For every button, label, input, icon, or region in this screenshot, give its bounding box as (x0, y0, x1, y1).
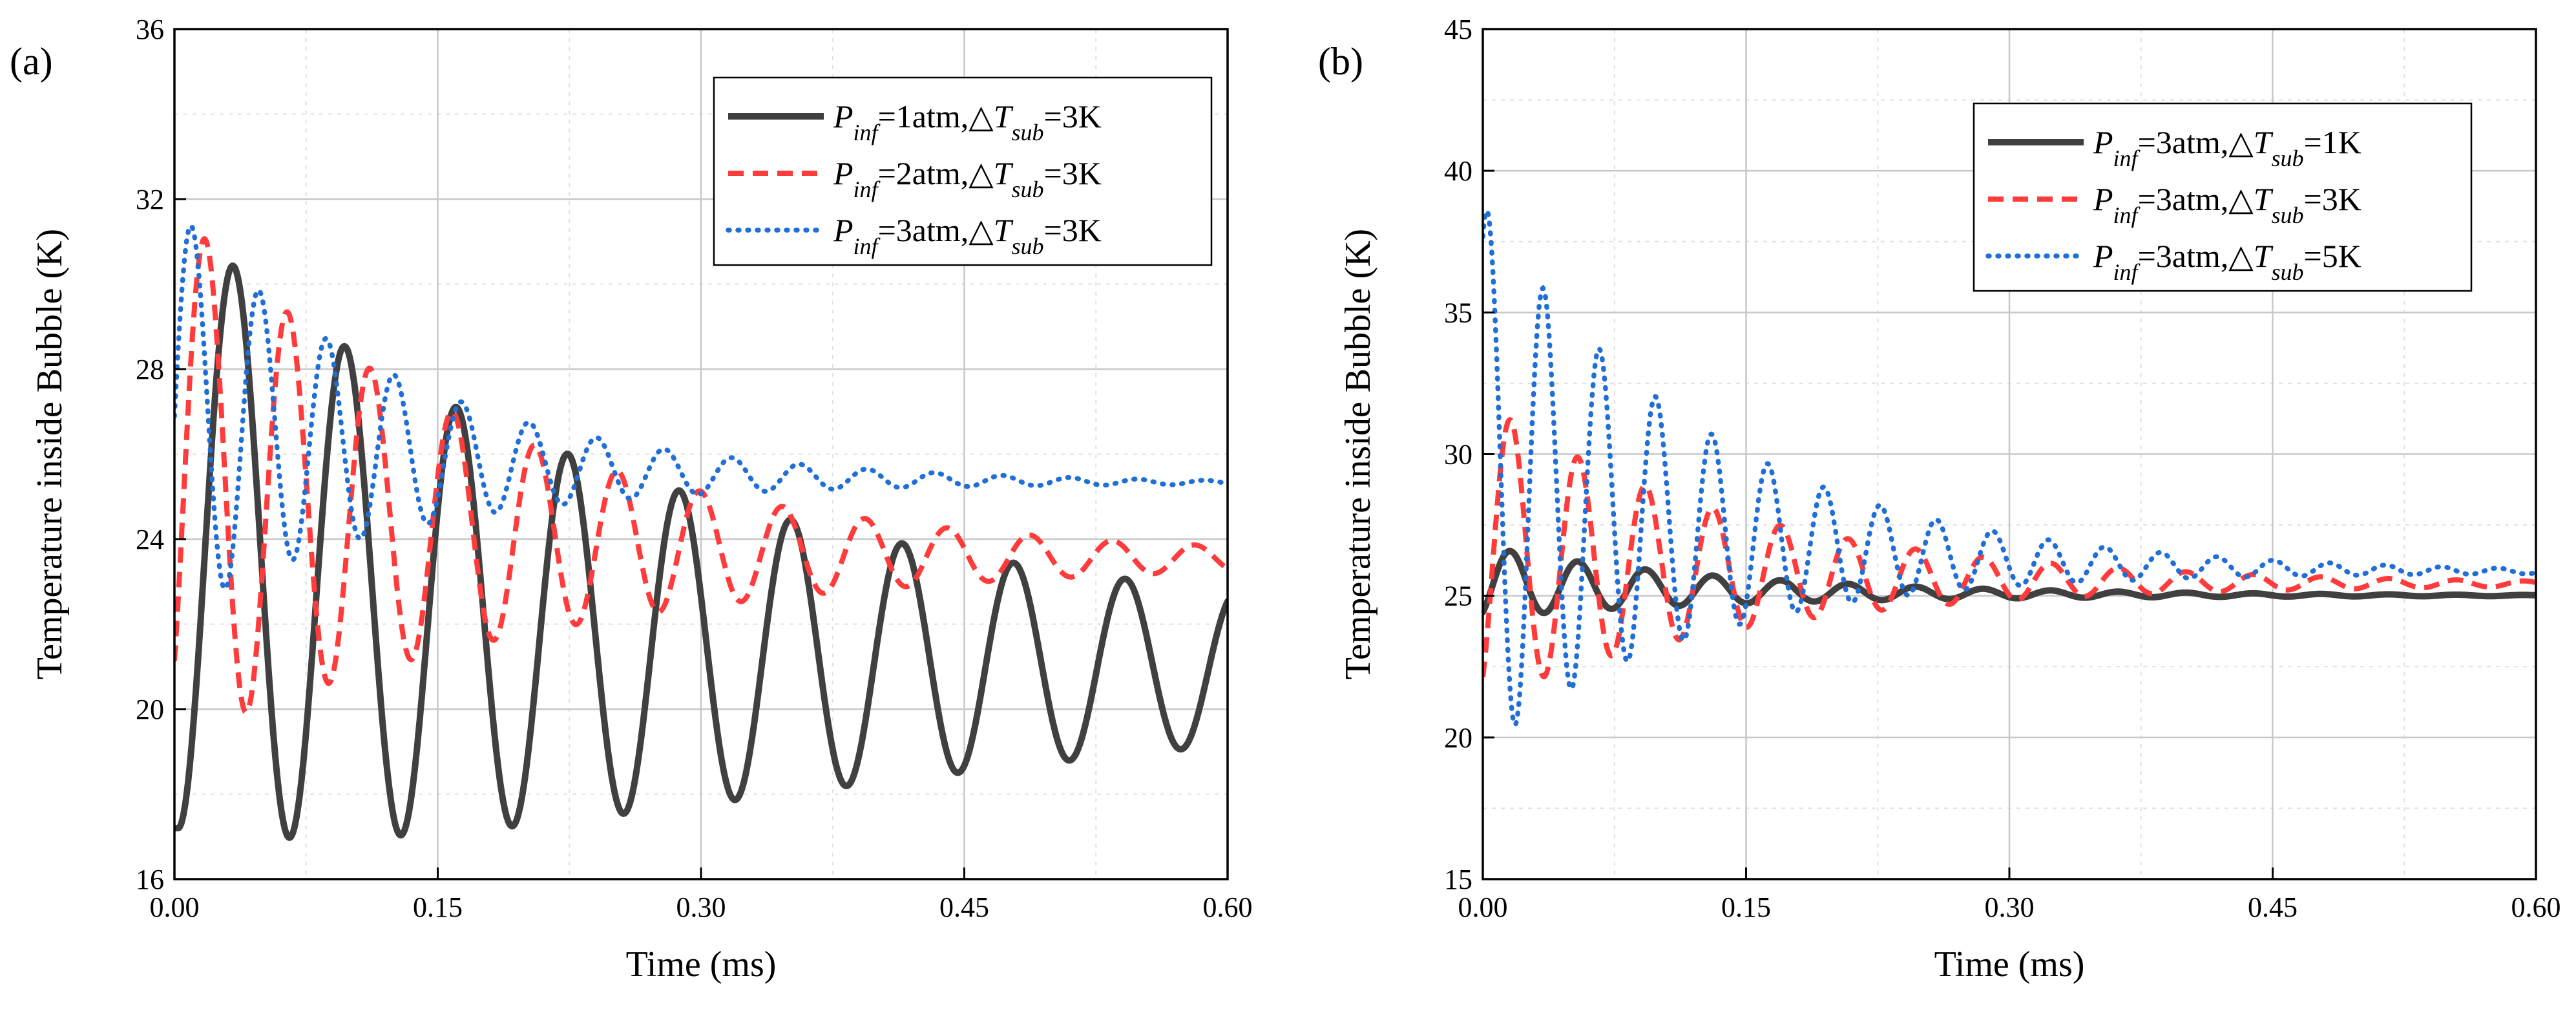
legend-box (713, 76, 1213, 266)
y-tick-label: 40 (1444, 155, 1472, 187)
x-tick-label: 0.15 (413, 891, 463, 923)
x-tick-label: 0.30 (676, 891, 726, 923)
chart-panel-1: 0.00 0.15 0.30 0.45 0.60 16 20 24 28 32 36 Time (ms… (10, 14, 1253, 984)
chart-panel-2: 0.00 0.15 0.30 0.45 0.60 15 20 25 30 35 40 45 Time (… (1318, 14, 2561, 984)
legend-entry: Pinf=1atm,△Tsub=3K (833, 98, 1102, 145)
legend-entry: Pinf=3atm,△Tsub=5K (2093, 238, 2361, 285)
legend: Pinf=3atm,△Tsub=1K Pinf=3atm,△Tsub=3K Pinf… (1973, 102, 2473, 292)
y-tick-label: 45 (1444, 14, 1472, 45)
x-axis-label: Time (ms) (626, 944, 777, 984)
y-tick-label: 28 (136, 354, 164, 385)
y-axis-label: Temperature inside Bubble (K) (1338, 229, 1378, 679)
y-tick-label: 20 (136, 694, 164, 725)
x-tick-label: 0.60 (2511, 891, 2561, 923)
panel-label: (b) (1318, 40, 1363, 83)
x-tick-label: 0.00 (150, 891, 200, 923)
x-tick-label: 0.45 (2248, 891, 2298, 923)
x-tick-label: 0.00 (1458, 891, 1508, 923)
legend-entry: Pinf=2atm,△Tsub=3K (833, 155, 1102, 202)
series-line-3 (174, 223, 1228, 592)
x-axis-label: Time (ms) (1934, 944, 2085, 984)
x-tick-label: 0.15 (1721, 891, 1771, 923)
legend-entry: Pinf=3atm,△Tsub=3K (2093, 181, 2361, 228)
x-tick-label: 0.30 (1985, 891, 2035, 923)
series-line-1 (174, 262, 1228, 842)
y-tick-label: 16 (136, 864, 164, 895)
y-tick-label: 32 (136, 184, 164, 215)
y-tick-label: 20 (1444, 722, 1472, 754)
legend-entry: Pinf=3atm,△Tsub=3K (833, 212, 1102, 259)
legend: Pinf=1atm,△Tsub=3K Pinf=2atm,△Tsub=3K Pinf… (713, 76, 1213, 266)
y-tick-label: 24 (136, 524, 164, 555)
y-tick-label: 36 (136, 14, 164, 45)
legend-box (1973, 102, 2473, 292)
x-tick-label: 0.45 (939, 891, 989, 923)
y-tick-label: 35 (1444, 297, 1472, 328)
y-axis-label: Temperature inside Bubble (K) (30, 229, 70, 679)
x-tick-label: 0.60 (1203, 891, 1253, 923)
panel-label: (a) (10, 40, 53, 83)
series-line-3 (1483, 207, 2536, 729)
legend-entry: Pinf=3atm,△Tsub=1K (2093, 124, 2361, 171)
y-tick-label: 15 (1444, 864, 1472, 895)
y-tick-label: 25 (1444, 580, 1472, 612)
y-tick-label: 30 (1444, 439, 1472, 471)
series-line-2 (1483, 416, 2536, 680)
